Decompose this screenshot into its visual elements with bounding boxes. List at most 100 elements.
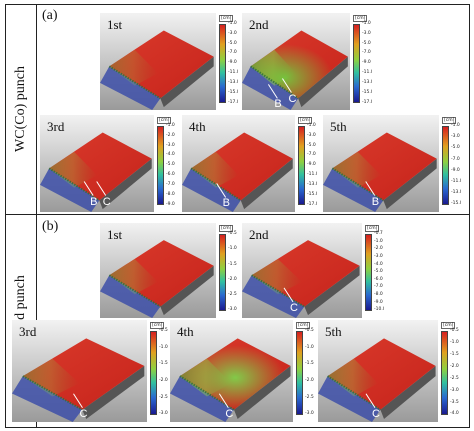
feature-mark-c: C [102,195,111,208]
colorbar: [cm]-1.0-3.0-5.0-7.0-9.0-11.0-13.0-15.0-… [217,15,238,106]
pass-label: 2nd [249,227,269,242]
colorbar-gradient [298,126,305,205]
colorbar-tick-label: -0.5 [228,231,237,236]
colorbar: [cm] -0.5 -1.0 -1.5 -2.0 -2.5 -3.0 [148,322,169,418]
colorbar-unit: [cm] [365,225,380,232]
colorbar-gradient [157,126,164,205]
feature-mark-c: C [288,92,297,105]
mark-leader-line [365,181,376,196]
colorbar-ticks: -0.7 -1.0 -2.0 -3.0 -4.0 -5.0 -6.0 -7.0 -8.0 -9.0… [374,231,384,313]
colorbar: [cm] -1.0 -2.0 -3.0 -4.0 -5.0 -6.0 -7.0 -8.0 -9.0 [155,117,176,208]
colorbar-tick-label: -1.0 [374,238,383,244]
colorbar-tick-label: -1.5 [159,361,168,367]
colorbar-tick-label: -13.0 [307,181,317,187]
colorbar-unit: [cm] [353,15,368,22]
surface-panel-diamond-1: 1st [cm] -0.5 -1.0 -1.5 -2.0 -2.5 -3.0 [100,223,238,318]
colorbar-tick-label: -2.0 [450,363,459,369]
colorbar-tick-label: -11.0 [228,70,238,76]
mark-leader-line [365,393,376,408]
colorbar-tick-label: -1.0 [228,246,237,252]
colorbar-ticks: -1.0 -3.0 -5.0 -7.0 -9.0 -11.0 -13.0 -15.0 [451,123,461,207]
colorbar-unit: [cm] [219,225,234,232]
surface-panel-diamond-3: 3rd [cm] -0.5 -1.0 -1.5 -2.0 -2.5 -3.0 C [12,320,169,422]
colorbar-tick-label: -2.0 [228,276,237,282]
colorbar-tick-label: -0.7 [374,231,383,236]
colorbar-tick-label: -11.0 [362,70,372,76]
mark-leader-line [283,287,294,303]
colorbar-tick-label: -1.0 [451,123,460,128]
pass-label: 3rd [19,324,37,339]
colorbar: [cm] -0.5 -1.0 -1.5 -2.0 -2.5 -3.0 -3.5 -4.0 [439,322,460,418]
mark-leader-line [218,393,229,408]
mark-leader-line [267,84,278,99]
feature-mark-c: C [290,301,298,314]
row-tag-a: (a) [42,8,58,23]
surface-panel-wc-4: 4th [cm]-1.0 -3.0 -5.0 -7.0 -9.0 -11.0 -13.0 -15… [182,115,317,212]
colorbar-tick-label: -15.0 [451,201,461,207]
colorbar-tick-label: -9.0 [374,299,383,305]
colorbar-unit: [cm] [441,322,456,329]
row-divider [5,214,470,215]
colorbar-tick-label: -7.0 [451,156,460,162]
colorbar-tick-label: -2.0 [374,246,383,252]
colorbar-tick-label: -9.0 [451,167,460,173]
colorbar-tick-label: -7.0 [228,50,237,56]
surface-panel-wc-3: 3rd [cm] -1.0 -2.0 -3.0 -4.0 -5.0 -6.0 -7.0 -8.0-… [40,115,176,212]
colorbar: [cm]-1.0-3.0-5.0-7.0-9.0-11.0-13.0-15.0-… [296,117,317,208]
colorbar-tick-label: -7.0 [307,152,316,158]
colorbar-tick-label: -3.0 [451,134,460,140]
colorbar: [cm]-1.0 -3.0 -5.0 -7.0 -9.0 -11.0 -13.0 -15.0 [440,117,461,208]
colorbar-gradient [219,24,226,103]
pass-label: 3rd [47,119,65,134]
colorbar-tick-label: -2.5 [159,394,168,400]
colorbar-ticks: -1.0 -2.0 -3.0 -4.0 -5.0 -6.0 -7.0 -8.0 -9.0 [166,123,175,207]
colorbar-tick-label: -3.5 [450,399,459,405]
feature-mark-c: C [79,407,88,420]
colorbar-gradient [441,331,448,415]
colorbar-tick-label: -10.0 [374,307,384,313]
colorbar-tick-label: -17.0 [228,99,238,105]
colorbar-tick-label: -9.0 [166,201,175,207]
colorbar-tick-label: -2.0 [159,378,168,384]
colorbar-tick-label: -11.0 [307,172,317,178]
colorbar-tick-label: -4.0 [166,152,175,158]
colorbar-tick-label: -7.0 [374,284,383,290]
colorbar-tick-label: -1.0 [307,123,316,128]
mark-leader-line [216,183,227,198]
colorbar-tick-label: -5.0 [362,40,371,46]
mark-leader-line [83,181,94,196]
colorbar-unit: [cm] [150,322,165,329]
surface-panel-wc-2: 2nd [cm]-1.0 -3.0 -5.0 -7.0 -9.0 -11.0 -13.0 -15… [242,13,372,110]
colorbar-tick-label: -3.0 [307,132,316,138]
surface-panel-diamond-4: 4th [cm] -0.5 -1.0 -1.5 -2.0 -2.5 -3.0 C [170,320,315,422]
feature-mark-b: B [90,195,98,208]
colorbar-tick-label: -3.0 [166,142,175,148]
colorbar-tick-label: -3.0 [228,30,237,36]
colorbar-tick-label: -17.0 [307,201,317,207]
surface-panel-diamond-2: 2nd [cm] -0.7 -1.0 -2.0 -3.0 -4.0 -5.0 -6.0 -7.0-… [242,223,384,318]
colorbar-tick-label: -1.0 [305,344,314,350]
feature-mark-c: C [372,407,380,420]
colorbar-tick-label: -3.0 [374,253,383,259]
pass-label: 1st [107,227,123,242]
colorbar-tick-label: -15.0 [307,191,317,197]
colorbar-tick-label: -3.0 [159,411,168,417]
feature-mark-c: C [225,407,234,420]
colorbar-tick-label: -3.0 [305,411,314,417]
colorbar-tick-label: -8.0 [166,191,175,197]
colorbar-ticks: -0.5 -1.0 -1.5 -2.0 -2.5 -3.0 -3.5 -4.0 [450,328,459,417]
colorbar-unit: [cm] [296,322,311,329]
colorbar-tick-label: -5.0 [307,142,316,148]
colorbar-tick-label: -1.0 [228,21,237,26]
colorbar: [cm] -0.5 -1.0 -1.5 -2.0 -2.5 -3.0 [294,322,315,418]
colorbar-tick-label: -1.5 [450,351,459,357]
colorbar-tick-label: -8.0 [374,292,383,298]
colorbar-tick-label: -0.5 [159,328,168,333]
colorbar-tick-label: -17.0 [362,99,372,105]
colorbar-tick-label: -2.5 [228,292,237,298]
pass-label: 1st [107,17,123,32]
colorbar-unit: [cm] [219,15,234,22]
colorbar-tick-label: -0.5 [305,328,314,333]
colorbar: [cm] -0.7 -1.0 -2.0 -3.0 -4.0 -5.0 -6.0 -7.0 -8.0… [363,225,384,314]
colorbar-unit: [cm] [442,117,457,124]
